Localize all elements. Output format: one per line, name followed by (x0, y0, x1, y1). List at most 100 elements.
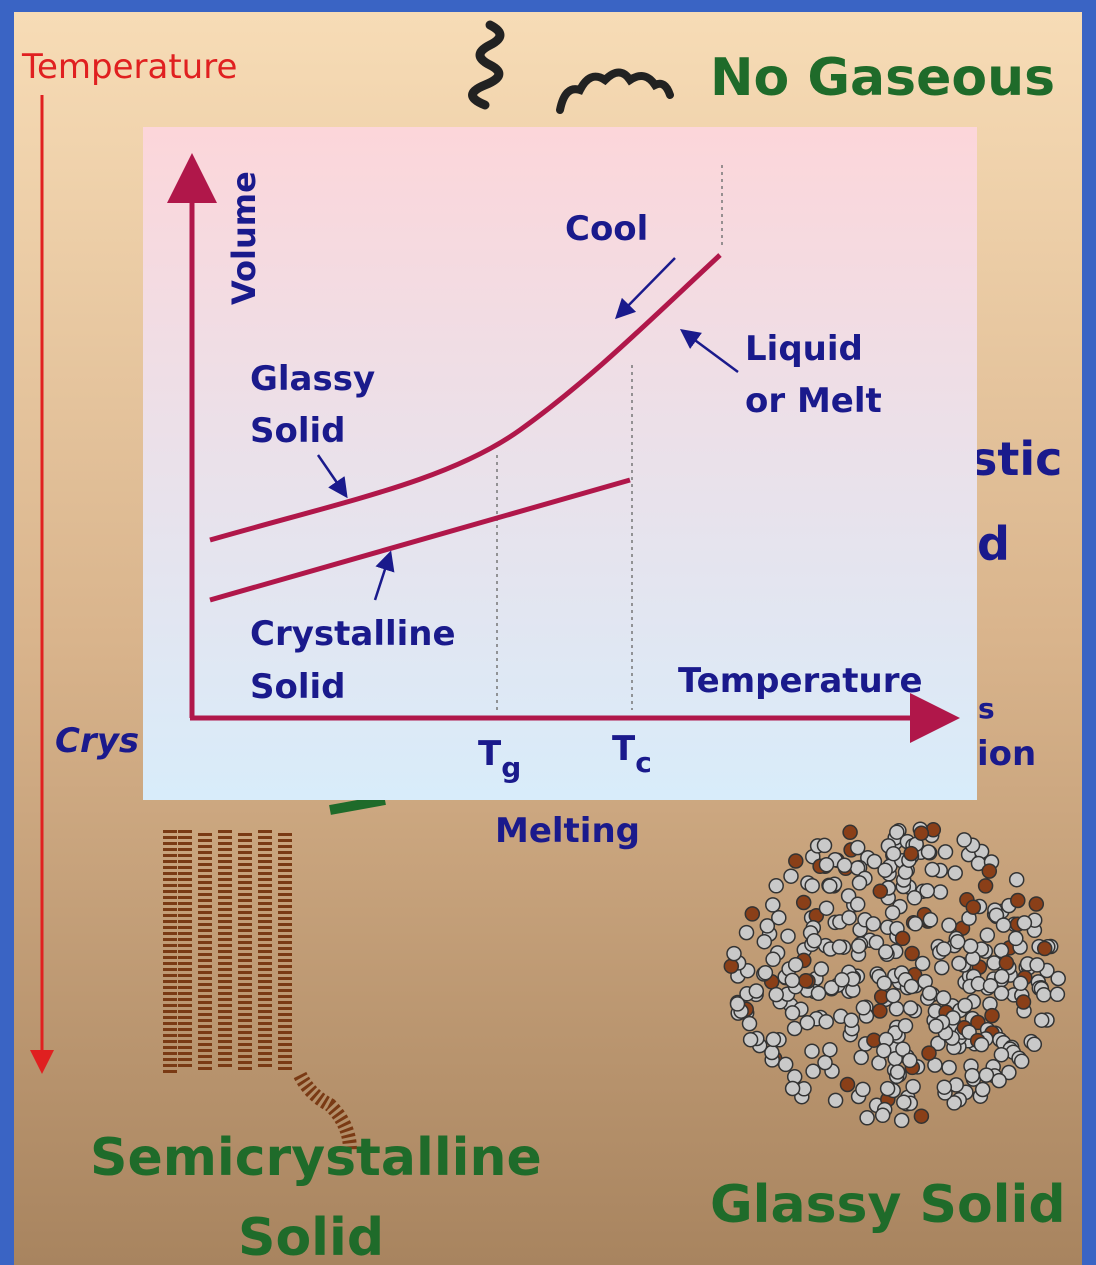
blob-bead (771, 909, 787, 926)
blob-bead (878, 944, 894, 960)
blob-bead (1029, 957, 1045, 973)
blob-bead (888, 1001, 905, 1017)
blob-bead (977, 878, 994, 894)
liquid-label: Liquid (745, 329, 863, 369)
blob-bead (913, 825, 930, 841)
blob-bead (893, 1112, 910, 1129)
blob-bead (795, 894, 812, 911)
blob-bead (804, 1043, 820, 1059)
blob-bead (744, 906, 761, 922)
blob-bead (930, 1035, 946, 1052)
blob-bead (866, 853, 883, 870)
blob-bead (818, 900, 835, 916)
blob-bead (799, 1014, 816, 1031)
blob-bead (849, 896, 866, 913)
tg-sub: g (501, 751, 521, 784)
occluded-text: ion (977, 734, 1036, 774)
blob-bead (928, 1018, 944, 1034)
blob-bead (879, 1080, 896, 1097)
blob-bead (922, 912, 939, 928)
blob-bead (982, 977, 999, 994)
semicrystalline-label: Semicrystalline (90, 1128, 542, 1188)
blob-bead (822, 1041, 838, 1058)
blob-bead (978, 1067, 995, 1083)
blob-bead (822, 878, 838, 894)
blob-bead (823, 979, 840, 996)
blob-bead (787, 956, 804, 973)
blob-bead (765, 897, 781, 913)
glassy-solid-label: Glassy Solid (710, 1175, 1066, 1235)
x-axis-label: Temperature (678, 661, 923, 701)
blob-bead (994, 968, 1010, 985)
blob-bead (937, 844, 954, 860)
blob-bead (818, 1013, 834, 1030)
blob-bead (723, 958, 740, 974)
blob-bead (1010, 892, 1026, 909)
top-label: No Gaseous (710, 48, 1055, 108)
tc-sub: c (635, 746, 652, 779)
blob-bead (1001, 1064, 1017, 1081)
blob-bead (902, 1000, 919, 1016)
tg-base: T (478, 734, 502, 774)
blob-bead (951, 955, 967, 972)
blob-bead (998, 955, 1015, 971)
crystalline-label: Crystalline (250, 614, 456, 654)
blob-bead (889, 824, 905, 840)
blob-bead (876, 1042, 892, 1059)
blob-bead (872, 1003, 888, 1019)
blob-bead (1050, 970, 1066, 987)
blob-bead (902, 1052, 918, 1069)
blob-bead (816, 837, 833, 854)
crystalline-line (209, 477, 631, 603)
blob-bead (877, 862, 893, 878)
blob-bead (806, 932, 822, 949)
blob-bead (932, 884, 949, 900)
blob-bead (865, 916, 882, 932)
blob-bead (748, 983, 765, 999)
blob-bead (884, 904, 901, 921)
crystalline-label: Solid (250, 667, 346, 707)
blob-bead (843, 1012, 860, 1029)
blob-bead (1012, 975, 1029, 992)
blob-bead (784, 972, 801, 989)
gas-chain (468, 20, 505, 110)
blob-bead (841, 909, 857, 926)
glassy-label: Glassy (250, 359, 375, 399)
blob-bead (936, 1079, 953, 1095)
blob-bead (777, 1056, 794, 1073)
blob-bead (850, 938, 867, 954)
occluded-text: d (977, 517, 1010, 571)
blob-bead (851, 875, 868, 891)
blob-bead (1008, 871, 1025, 888)
pointer-arrow (679, 329, 739, 374)
blob-bead (885, 987, 902, 1004)
blob-bead (757, 964, 774, 981)
blob-bead (849, 839, 866, 856)
blob-bead (957, 997, 973, 1014)
blob-bead (768, 986, 784, 1003)
blob-bead (729, 996, 746, 1012)
blob-bead (786, 1020, 803, 1037)
blob-bead (979, 927, 996, 943)
blob-bead (827, 1092, 844, 1109)
blob-bead (817, 1054, 833, 1071)
blob-bead (903, 978, 920, 995)
blob-bead (924, 861, 941, 878)
blob-bead (784, 1080, 801, 1097)
blob-bead (936, 941, 952, 957)
blob-bead (965, 899, 982, 915)
blob-bead (783, 868, 799, 884)
blob-bead (907, 916, 924, 932)
blob-bead (780, 928, 796, 944)
blob-bead (946, 1095, 962, 1111)
blob-bead (973, 1036, 990, 1053)
temperature-label: Temperature (21, 47, 237, 87)
blob-bead (904, 945, 920, 962)
blob-bead (764, 1044, 780, 1061)
blob-bead (934, 959, 950, 976)
blob-bead (889, 1064, 906, 1080)
blob-bead (949, 933, 966, 950)
blob-bead (903, 845, 919, 862)
